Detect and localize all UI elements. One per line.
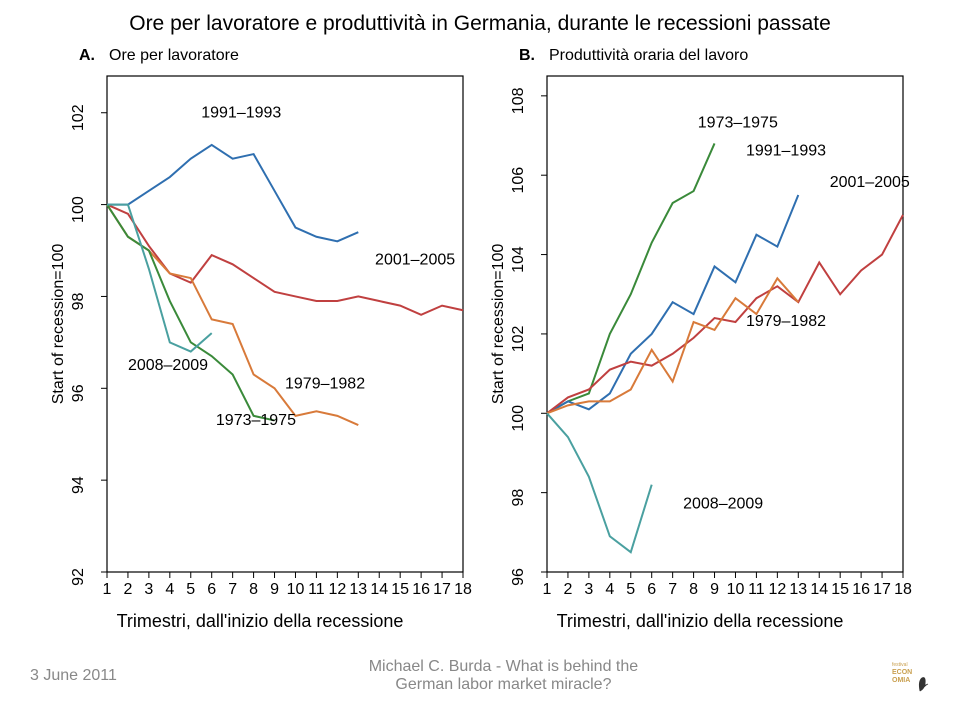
panel-a: A.Ore per lavoratore92949698100102Start … [45, 42, 475, 632]
series-label-1973-1975: 1973–1975 [698, 115, 778, 132]
xtick-label: 9 [270, 581, 279, 598]
footer: 3 June 2011 Michael C. Burda - What is b… [0, 656, 960, 696]
footer-credit-2: German labor market miracle? [395, 676, 611, 693]
panel-letter: B. [519, 47, 535, 64]
panel-title: Produttività oraria del lavoro [549, 47, 748, 64]
xtick-label: 12 [768, 581, 786, 598]
xtick-label: 18 [894, 581, 912, 598]
panel-b: B.Produttività oraria del lavoro96981001… [485, 42, 915, 632]
xtick-label: 13 [789, 581, 807, 598]
ytick-label: 100 [510, 405, 527, 432]
xtick-label: 16 [852, 581, 870, 598]
panel-title: Ore per lavoratore [109, 47, 239, 64]
xtick-label: 1 [103, 581, 112, 598]
chart-row: A.Ore per lavoratore92949698100102Start … [0, 42, 960, 632]
xtick-label: 15 [391, 581, 409, 598]
ytick-label: 104 [510, 246, 527, 273]
series-label-2001-2005: 2001–2005 [830, 174, 910, 191]
y-axis-label: Start of recession=100 [490, 244, 507, 405]
xtick-label: 1 [543, 581, 552, 598]
xtick-label: 17 [433, 581, 451, 598]
series-label-1973-1975: 1973–1975 [216, 412, 296, 429]
xtick-label: 3 [584, 581, 593, 598]
xtick-label: 12 [328, 581, 346, 598]
xtick-label: 4 [165, 581, 174, 598]
ytick-label: 94 [70, 476, 87, 494]
xtick-label: 16 [412, 581, 430, 598]
svg-text:festival: festival [892, 662, 908, 668]
panel-a-xcaption: Trimestri, dall'inizio della recessione [45, 611, 475, 632]
xtick-label: 13 [349, 581, 367, 598]
xtick-label: 6 [647, 581, 656, 598]
svg-text:ECON: ECON [892, 669, 912, 676]
xtick-label: 14 [370, 581, 388, 598]
xtick-label: 8 [249, 581, 258, 598]
plot-frame [107, 76, 463, 572]
panel-b-xcaption: Trimestri, dall'inizio della recessione [485, 611, 915, 632]
series-label-1991-1993: 1991–1993 [201, 104, 281, 121]
xtick-label: 9 [710, 581, 719, 598]
footer-date: 3 June 2011 [30, 667, 117, 685]
series-2008-2009 [547, 413, 652, 552]
xtick-label: 10 [727, 581, 745, 598]
xtick-label: 14 [810, 581, 828, 598]
xtick-label: 7 [228, 581, 237, 598]
series-label-1979-1982: 1979–1982 [746, 313, 826, 330]
xtick-label: 5 [626, 581, 635, 598]
series-1973-1975 [547, 143, 715, 413]
ytick-label: 96 [70, 384, 87, 402]
series-1973-1975 [107, 205, 275, 421]
xtick-label: 7 [668, 581, 677, 598]
xtick-label: 2 [563, 581, 572, 598]
ytick-label: 92 [70, 568, 87, 586]
series-1991-1993 [107, 145, 358, 241]
festival-logo: festival ECON OMIA [890, 656, 930, 696]
xtick-label: 4 [605, 581, 614, 598]
series-label-2008-2009: 2008–2009 [128, 357, 208, 374]
xtick-label: 3 [144, 581, 153, 598]
ytick-label: 98 [510, 489, 527, 507]
footer-credit-1: Michael C. Burda - What is behind the [369, 658, 638, 675]
series-label-2001-2005: 2001–2005 [375, 251, 455, 268]
xtick-label: 11 [308, 581, 325, 598]
ytick-label: 102 [70, 104, 87, 131]
panel-letter: A. [79, 47, 95, 64]
svg-text:OMIA: OMIA [892, 677, 910, 684]
xtick-label: 2 [123, 581, 132, 598]
series-label-2008-2009: 2008–2009 [683, 496, 763, 513]
main-title: Ore per lavoratore e produttività in Ger… [0, 0, 960, 36]
footer-credit: Michael C. Burda - What is behind the Ge… [117, 658, 890, 694]
xtick-label: 15 [831, 581, 849, 598]
y-axis-label: Start of recession=100 [50, 244, 67, 405]
xtick-label: 18 [454, 581, 472, 598]
ytick-label: 106 [510, 167, 527, 194]
ytick-label: 98 [70, 292, 87, 310]
ytick-label: 100 [70, 196, 87, 223]
ytick-label: 108 [510, 87, 527, 114]
ytick-label: 102 [510, 325, 527, 352]
xtick-label: 5 [186, 581, 195, 598]
xtick-label: 8 [689, 581, 698, 598]
xtick-label: 11 [748, 581, 765, 598]
xtick-label: 6 [207, 581, 216, 598]
xtick-label: 10 [287, 581, 305, 598]
series-1979-1982 [547, 278, 798, 413]
series-label-1991-1993: 1991–1993 [746, 142, 826, 159]
ytick-label: 96 [510, 568, 527, 586]
xtick-label: 17 [873, 581, 891, 598]
series-label-1979-1982: 1979–1982 [285, 375, 365, 392]
